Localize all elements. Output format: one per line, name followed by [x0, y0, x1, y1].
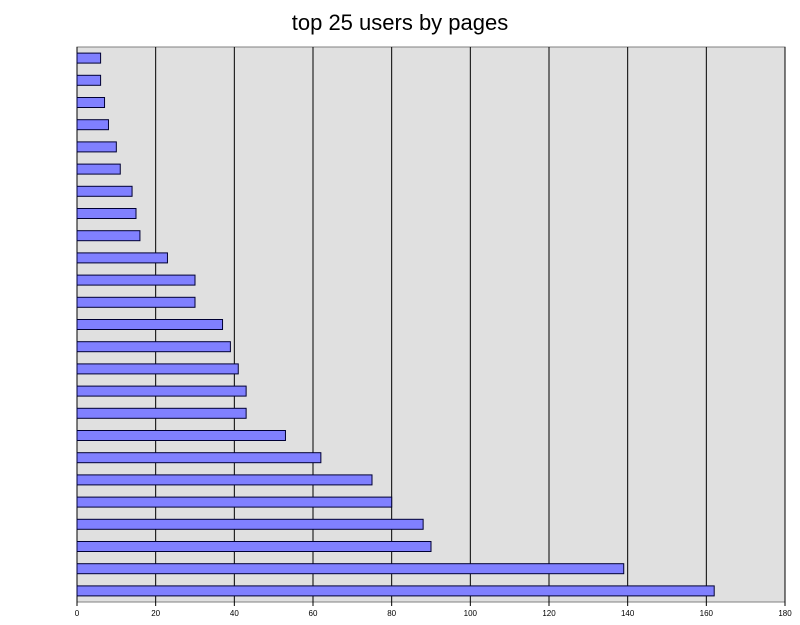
bar — [76, 452, 322, 464]
bar — [76, 274, 196, 286]
bar — [76, 252, 168, 264]
x-tick-label: 180 — [778, 609, 792, 618]
bar — [76, 407, 247, 419]
x-tick-label: 100 — [464, 609, 478, 618]
bar — [76, 385, 247, 397]
bar — [76, 52, 102, 64]
bar — [76, 518, 424, 530]
bar — [76, 119, 109, 131]
x-tick-label: 140 — [621, 609, 635, 618]
bar — [76, 341, 231, 353]
bar — [76, 97, 106, 108]
x-tick-label: 80 — [387, 609, 396, 618]
x-tick-label: 120 — [542, 609, 556, 618]
x-tick-label: 20 — [151, 609, 160, 618]
x-tick-label: 60 — [309, 609, 318, 618]
bar — [76, 74, 102, 86]
x-tick-label: 160 — [700, 609, 714, 618]
bar — [76, 541, 432, 552]
bar — [76, 474, 373, 486]
bar — [76, 141, 117, 153]
bar — [76, 563, 625, 575]
x-tick-label: 40 — [230, 609, 239, 618]
bar — [76, 163, 121, 175]
chart-title: top 25 users by pages — [292, 10, 508, 35]
bar — [76, 430, 286, 441]
x-tick-label: 0 — [75, 609, 80, 618]
bar — [76, 208, 137, 219]
bar — [76, 230, 141, 242]
bar — [76, 585, 715, 597]
bar — [76, 185, 133, 197]
bar — [76, 296, 196, 308]
bar — [76, 363, 239, 375]
bar — [76, 496, 393, 508]
bar — [76, 319, 224, 330]
